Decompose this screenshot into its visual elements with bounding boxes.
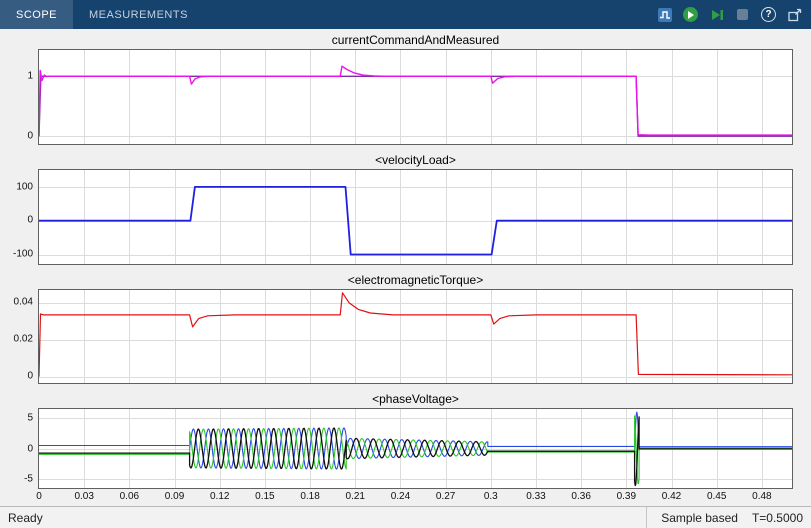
subplot-torque-ytick-labels: 0.04 0.02 0 — [4, 289, 38, 385]
undock-window-icon — [787, 8, 801, 21]
subplot-velocity-ytick-labels: 100 0 -100 — [4, 169, 38, 265]
question-mark-icon: ? — [761, 7, 776, 22]
simulink-block-icon — [657, 7, 672, 22]
y-tick-label: 0.04 — [13, 296, 33, 308]
status-text: Ready — [8, 510, 43, 525]
toolstrip: SCOPE MEASUREMENTS ? — [0, 0, 811, 29]
stop-icon — [737, 9, 748, 20]
x-tick-label: 0.06 — [119, 491, 140, 502]
x-tick-label: 0.3 — [483, 491, 498, 502]
play-icon — [683, 7, 698, 22]
subplot-phasevoltage: <phaseVoltage> 5 0 -5 0 0.03 0.06 0.09 0.12 0.1… — [4, 391, 793, 504]
undock-button[interactable] — [784, 4, 805, 25]
highlight-simulink-block-button[interactable] — [654, 4, 675, 25]
y-tick-label: -5 — [24, 473, 33, 485]
x-tick-label: 0.03 — [74, 491, 94, 502]
subplot-velocity-title: <velocityLoad> — [375, 152, 456, 167]
x-tick-label: 0.09 — [164, 491, 185, 502]
stop-button[interactable] — [732, 4, 753, 25]
subplot-torque-title: <electromagneticTorque> — [347, 272, 484, 287]
subplot-velocity-axes[interactable] — [38, 168, 793, 265]
x-tick-label: 0 — [36, 491, 42, 502]
sample-mode-text: Sample based — [661, 510, 738, 525]
x-tick-label: 0.39 — [616, 491, 637, 502]
subplot-current-axes[interactable] — [38, 49, 793, 145]
x-tick-label: 0.33 — [526, 491, 546, 502]
subplot-current-title: currentCommandAndMeasured — [331, 33, 500, 47]
x-tick-label: 0.18 — [300, 491, 320, 502]
run-button[interactable] — [680, 4, 701, 25]
subplot-torque: <electromagneticTorque> 0.04 0.02 0 — [4, 272, 793, 385]
x-axis-tick-labels: 0 0.03 0.06 0.09 0.12 0.15 0.18 0.21 0.24 0.27 0.3… — [36, 489, 793, 504]
x-tick-label: 0.42 — [661, 491, 682, 502]
y-tick-label: 0 — [27, 214, 33, 226]
subplot-phasevoltage-title: <phaseVoltage> — [372, 392, 459, 407]
subplot-phasevoltage-axes[interactable] — [38, 408, 793, 489]
x-tick-label: 0.24 — [390, 491, 411, 502]
x-tick-label: 0.36 — [571, 491, 591, 502]
tab-scope[interactable]: SCOPE — [0, 0, 74, 29]
subplot-velocity: <velocityLoad> 100 0 -100 — [4, 152, 793, 265]
y-tick-label: 5 — [27, 412, 33, 424]
tab-measurements[interactable]: MEASUREMENTS — [89, 8, 188, 21]
y-tick-label: 1 — [27, 70, 33, 82]
sim-time-text: T=0.5000 — [751, 510, 803, 525]
y-tick-label: 100 — [16, 181, 33, 193]
y-tick-label: -100 — [12, 248, 33, 260]
statusbar-divider — [646, 507, 648, 528]
x-tick-label: 0.45 — [706, 491, 727, 502]
x-tick-label: 0.15 — [255, 491, 275, 502]
y-tick-label: 0 — [27, 443, 33, 455]
toolbar-actions: ? — [654, 0, 811, 29]
subplot-phasevoltage-ytick-labels: 5 0 -5 — [4, 408, 38, 489]
x-tick-label: 0.48 — [752, 491, 772, 502]
y-tick-label: 0.02 — [13, 333, 33, 345]
status-bar: Ready Sample based T=0.5000 — [0, 506, 811, 528]
y-tick-label: 0 — [27, 370, 33, 382]
subplot-torque-axes[interactable] — [38, 288, 793, 385]
y-tick-label: 0 — [27, 130, 33, 142]
help-button[interactable]: ? — [758, 4, 779, 25]
step-forward-button[interactable] — [706, 4, 727, 25]
x-tick-label: 0.21 — [345, 491, 365, 502]
x-tick-label: 0.12 — [209, 491, 230, 502]
step-forward-icon — [711, 9, 723, 20]
x-tick-label: 0.27 — [435, 491, 456, 502]
